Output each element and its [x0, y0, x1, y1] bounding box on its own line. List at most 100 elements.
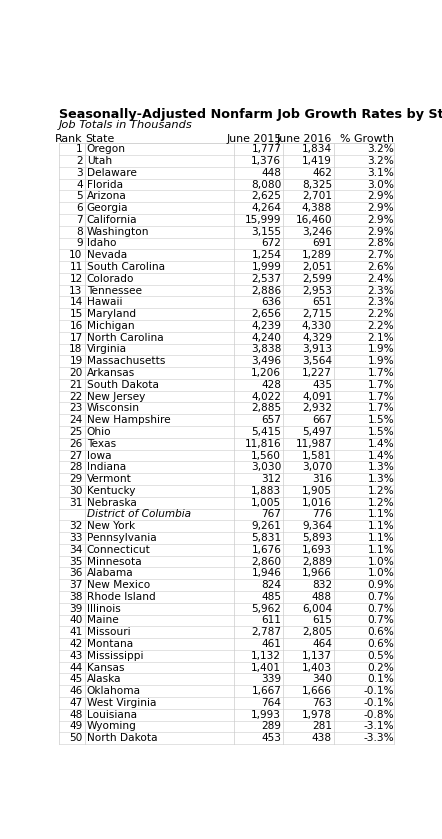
Text: New Jersey: New Jersey [87, 392, 145, 402]
Text: 45: 45 [69, 675, 83, 685]
Text: 667: 667 [312, 415, 332, 425]
Text: June 2015: June 2015 [226, 134, 282, 144]
Text: 40: 40 [69, 616, 83, 625]
Text: 28: 28 [69, 462, 83, 472]
Text: 2.2%: 2.2% [368, 309, 394, 319]
Text: 435: 435 [312, 380, 332, 390]
Text: 3.1%: 3.1% [367, 168, 394, 178]
Text: 27: 27 [69, 451, 83, 461]
Text: 611: 611 [262, 616, 282, 625]
Text: 21: 21 [69, 380, 83, 390]
Text: South Dakota: South Dakota [87, 380, 159, 390]
Text: Rank: Rank [55, 134, 83, 144]
Text: 1.0%: 1.0% [367, 556, 394, 566]
Text: Louisiana: Louisiana [87, 710, 137, 720]
Text: 8,080: 8,080 [251, 180, 282, 190]
Text: 2,805: 2,805 [302, 628, 332, 637]
Text: -3.1%: -3.1% [364, 722, 394, 732]
Text: 2,932: 2,932 [302, 404, 332, 414]
Text: 691: 691 [312, 238, 332, 248]
Text: 22: 22 [69, 392, 83, 402]
Text: 2,051: 2,051 [302, 262, 332, 272]
Text: June 2016: June 2016 [277, 134, 332, 144]
Text: 35: 35 [69, 556, 83, 566]
Text: 4,329: 4,329 [302, 333, 332, 342]
Text: 281: 281 [312, 722, 332, 732]
Text: 15,999: 15,999 [245, 215, 282, 225]
Text: 33: 33 [69, 533, 83, 543]
Text: 763: 763 [312, 698, 332, 708]
Text: 8: 8 [76, 227, 83, 237]
Text: 25: 25 [69, 427, 83, 437]
Text: 1,946: 1,946 [251, 568, 282, 578]
Text: 19: 19 [69, 357, 83, 367]
Text: 39: 39 [69, 603, 83, 613]
Text: 18: 18 [69, 345, 83, 355]
Text: 428: 428 [261, 380, 282, 390]
Text: -0.8%: -0.8% [364, 710, 394, 720]
Text: 2.6%: 2.6% [368, 262, 394, 272]
Text: 824: 824 [261, 580, 282, 590]
Text: 340: 340 [312, 675, 332, 685]
Text: Alabama: Alabama [87, 568, 133, 578]
Text: Alaska: Alaska [87, 675, 122, 685]
Text: 1,137: 1,137 [302, 651, 332, 661]
Text: 47: 47 [69, 698, 83, 708]
Text: 9,364: 9,364 [302, 521, 332, 531]
Text: 1,978: 1,978 [302, 710, 332, 720]
Text: 1.1%: 1.1% [368, 521, 394, 531]
Text: Georgia: Georgia [87, 203, 128, 213]
Text: 2.9%: 2.9% [368, 203, 394, 213]
Text: 12: 12 [69, 274, 83, 284]
Text: -3.3%: -3.3% [364, 733, 394, 743]
Text: 1,254: 1,254 [251, 250, 282, 260]
Text: 0.2%: 0.2% [367, 663, 394, 673]
Text: 16: 16 [69, 320, 83, 331]
Text: 2,715: 2,715 [302, 309, 332, 319]
Text: 17: 17 [69, 333, 83, 342]
Text: 32: 32 [69, 521, 83, 531]
Text: 2.1%: 2.1% [368, 333, 394, 342]
Text: 50: 50 [69, 733, 83, 743]
Text: 2: 2 [76, 156, 83, 166]
Text: 832: 832 [312, 580, 332, 590]
Text: 3,070: 3,070 [302, 462, 332, 472]
Text: 2,656: 2,656 [251, 309, 282, 319]
Text: 1,966: 1,966 [302, 568, 332, 578]
Text: 4,091: 4,091 [302, 392, 332, 402]
Text: 1.0%: 1.0% [367, 568, 394, 578]
Text: 1.5%: 1.5% [368, 427, 394, 437]
Text: 767: 767 [262, 509, 282, 519]
Text: North Carolina: North Carolina [87, 333, 164, 342]
Text: Tennessee: Tennessee [87, 285, 142, 295]
Text: 1.3%: 1.3% [367, 474, 394, 484]
Text: 3.2%: 3.2% [367, 156, 394, 166]
Text: Oklahoma: Oklahoma [87, 686, 141, 696]
Text: 488: 488 [312, 591, 332, 602]
Text: 289: 289 [261, 722, 282, 732]
Text: 2.9%: 2.9% [368, 227, 394, 237]
Text: 0.1%: 0.1% [367, 675, 394, 685]
Text: 23: 23 [69, 404, 83, 414]
Text: Missouri: Missouri [87, 628, 130, 637]
Text: 9: 9 [76, 238, 83, 248]
Text: Job Totals in Thousands: Job Totals in Thousands [59, 120, 192, 130]
Text: 651: 651 [312, 297, 332, 307]
Text: 764: 764 [262, 698, 282, 708]
Text: Oregon: Oregon [87, 144, 126, 154]
Text: Delaware: Delaware [87, 168, 137, 178]
Text: Maryland: Maryland [87, 309, 136, 319]
Text: Utah: Utah [87, 156, 112, 166]
Text: Illinois: Illinois [87, 603, 121, 613]
Text: Indiana: Indiana [87, 462, 126, 472]
Text: 2,953: 2,953 [302, 285, 332, 295]
Text: 462: 462 [312, 168, 332, 178]
Text: Nebraska: Nebraska [87, 498, 137, 508]
Text: New Hampshire: New Hampshire [87, 415, 170, 425]
Text: Mississippi: Mississippi [87, 651, 143, 661]
Text: 4,240: 4,240 [251, 333, 282, 342]
Text: 3,030: 3,030 [251, 462, 282, 472]
Text: 1: 1 [76, 144, 83, 154]
Text: Maine: Maine [87, 616, 118, 625]
Text: 2.7%: 2.7% [368, 250, 394, 260]
